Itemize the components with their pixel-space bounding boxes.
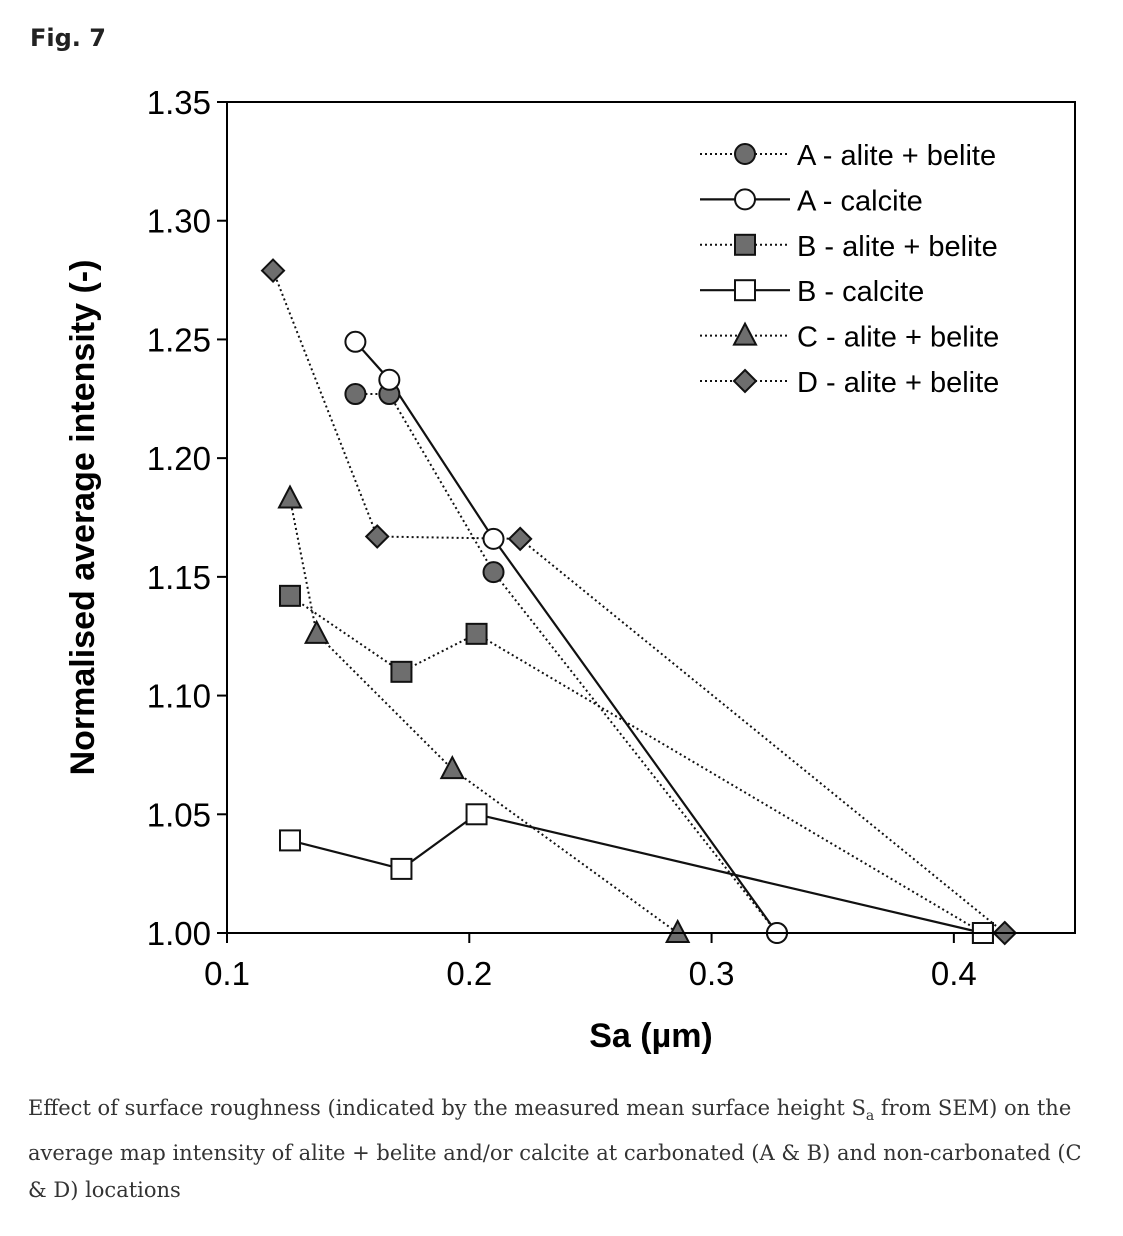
caption-text-continued: from SEM) on the average map intensity o… bbox=[28, 1096, 1082, 1203]
legend-entry: B - calcite bbox=[797, 276, 924, 308]
series-line-1 bbox=[354, 341, 778, 934]
data-point bbox=[364, 524, 390, 549]
legend-marker bbox=[734, 143, 756, 165]
x-tick-label: 0.2 bbox=[446, 955, 492, 992]
caption-text: Effect of surface roughness (indicated b… bbox=[28, 1096, 866, 1120]
x-tick-label: 0.1 bbox=[204, 955, 250, 992]
data-point bbox=[303, 619, 330, 644]
data-point bbox=[482, 527, 505, 550]
legend: A - alite + belite A - calcite B - alite +… bbox=[700, 140, 999, 399]
chart: 1.00 1.05 1.10 1.15 1.20 1.25 1.30 1.35 0.1 0.2 0.… bbox=[64, 84, 1076, 1055]
caption-subscript: a bbox=[865, 1108, 875, 1125]
data-point bbox=[344, 330, 367, 353]
y-axis-label: Normalised average intensity (-) bbox=[64, 260, 102, 776]
y-tick-label: 1.15 bbox=[147, 559, 211, 596]
data-point bbox=[390, 857, 413, 880]
series-lines bbox=[272, 270, 1006, 935]
series-line-0 bbox=[355, 393, 778, 934]
legend-entry: A - calcite bbox=[797, 185, 923, 217]
y-tick-label: 1.20 bbox=[147, 440, 211, 477]
y-tick-label: 1.05 bbox=[147, 796, 211, 833]
data-point bbox=[277, 484, 303, 509]
y-tick-label: 1.10 bbox=[147, 678, 211, 715]
plot-area-frame bbox=[226, 101, 1076, 934]
data-point bbox=[278, 829, 301, 852]
data-point bbox=[482, 561, 505, 584]
data-point bbox=[344, 383, 367, 406]
x-axis-label: Sa (µm) bbox=[589, 1017, 713, 1055]
series-line-2 bbox=[289, 595, 984, 934]
series-line-5 bbox=[272, 270, 1006, 934]
figure-label: Fig. 7 bbox=[30, 24, 106, 52]
legend-entry: A - alite + belite bbox=[797, 140, 996, 172]
data-point bbox=[507, 526, 533, 552]
legend-marker bbox=[732, 321, 758, 346]
series-line-3 bbox=[289, 813, 984, 935]
data-point bbox=[390, 660, 413, 683]
data-point bbox=[465, 622, 488, 645]
data-point bbox=[664, 918, 691, 943]
legend-marker bbox=[732, 368, 758, 394]
legend-entry: C - alite + belite bbox=[797, 322, 999, 354]
y-tick-label: 1.25 bbox=[147, 321, 211, 358]
axis-ticks: 1.00 1.05 1.10 1.15 1.20 1.25 1.30 1.35 0.1 0.2 0.… bbox=[147, 84, 977, 992]
legend-marker bbox=[734, 188, 756, 211]
x-tick-label: 0.3 bbox=[689, 955, 735, 992]
legend-entry: B - alite + belite bbox=[797, 231, 998, 263]
data-point bbox=[260, 258, 286, 283]
legend-marker bbox=[734, 279, 756, 302]
y-tick-label: 1.30 bbox=[147, 203, 211, 240]
data-point bbox=[378, 368, 401, 391]
data-point bbox=[278, 584, 301, 607]
legend-entry: D - alite + belite bbox=[797, 367, 999, 399]
figure-caption: Effect of surface roughness (indicated b… bbox=[28, 1090, 1098, 1209]
legend-marker bbox=[734, 233, 756, 256]
data-point bbox=[465, 803, 488, 826]
y-tick-label: 1.00 bbox=[147, 915, 211, 952]
data-point bbox=[439, 755, 465, 780]
y-tick-label: 1.35 bbox=[147, 84, 211, 121]
x-tick-label: 0.4 bbox=[931, 955, 977, 992]
